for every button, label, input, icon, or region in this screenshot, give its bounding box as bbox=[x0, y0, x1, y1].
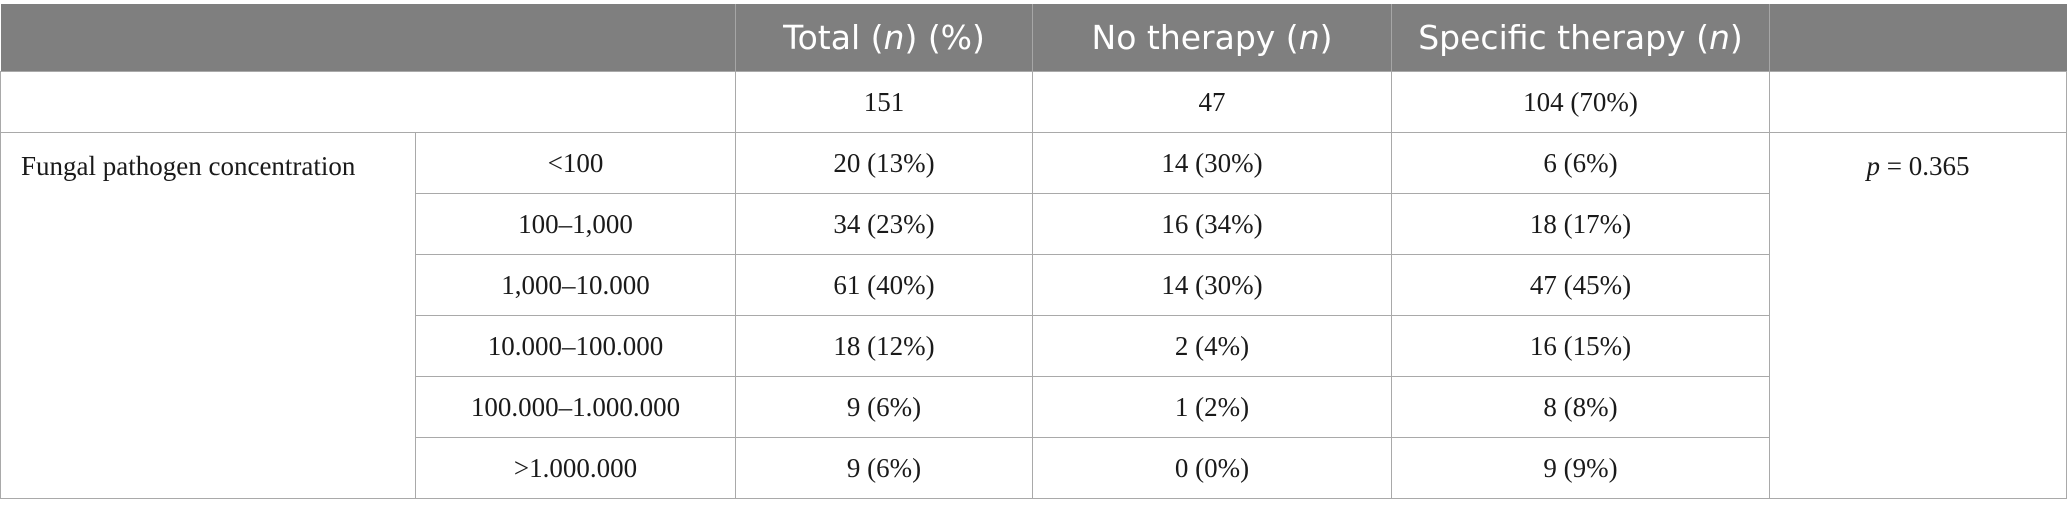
totals-total: 151 bbox=[735, 71, 1033, 133]
p-value-cell: p = 0.365 bbox=[1769, 132, 2067, 499]
header-total-n: n bbox=[883, 18, 905, 57]
total-cell: 20 (13%) bbox=[735, 132, 1033, 194]
table-row: 10.000–100.000 18 (12%) 2 (4%) 16 (15%) bbox=[1, 315, 2067, 377]
total-cell: 9 (6%) bbox=[735, 437, 1033, 499]
no-therapy-cell: 1 (2%) bbox=[1032, 376, 1392, 438]
specific-cell: 6 (6%) bbox=[1391, 132, 1770, 194]
table-row: >1.000.000 9 (6%) 0 (0%) 9 (9%) bbox=[1, 437, 2067, 499]
specific-cell: 16 (15%) bbox=[1391, 315, 1770, 377]
header-blank bbox=[0, 4, 736, 72]
header-specific-label: Specific therapy bbox=[1418, 18, 1686, 57]
totals-blank-cell bbox=[0, 71, 736, 133]
specific-cell: 18 (17%) bbox=[1391, 193, 1770, 255]
header-specific-n: n bbox=[1708, 18, 1730, 57]
p-label: p bbox=[1866, 151, 1881, 181]
header-total: Total (n) (%) bbox=[735, 4, 1033, 72]
table-row: 100.000–1.000.000 9 (6%) 1 (2%) 8 (8%) bbox=[1, 376, 2067, 438]
range-cell: <100 bbox=[415, 132, 736, 194]
range-cell: 10.000–100.000 bbox=[415, 315, 736, 377]
no-therapy-cell: 0 (0%) bbox=[1032, 437, 1392, 499]
header-total-label: Total bbox=[783, 18, 861, 57]
range-cell: 1,000–10.000 bbox=[415, 254, 736, 316]
header-no-therapy-label: No therapy bbox=[1091, 18, 1276, 57]
totals-row: 151 47 104 (70%) bbox=[0, 71, 2067, 133]
no-therapy-cell: 14 (30%) bbox=[1032, 254, 1392, 316]
header-last bbox=[1769, 4, 2067, 72]
total-cell: 9 (6%) bbox=[735, 376, 1033, 438]
header-no-therapy: No therapy (n) bbox=[1032, 4, 1392, 72]
header-row: Total (n) (%) No therapy (n) Specific th… bbox=[0, 4, 2067, 72]
header-no-therapy-n: n bbox=[1298, 18, 1320, 57]
range-cell: 100.000–1.000.000 bbox=[415, 376, 736, 438]
totals-last-cell bbox=[1769, 71, 2067, 133]
no-therapy-cell: 16 (34%) bbox=[1032, 193, 1392, 255]
specific-cell: 9 (9%) bbox=[1391, 437, 1770, 499]
header-total-pct: (%) bbox=[927, 18, 985, 57]
range-cell: >1.000.000 bbox=[415, 437, 736, 499]
group-label: Fungal pathogen concentration bbox=[0, 132, 416, 499]
fungal-concentration-table: Total (n) (%) No therapy (n) Specific th… bbox=[0, 4, 2067, 499]
table-row: Fungal pathogen concentration <100 20 (1… bbox=[0, 132, 2067, 499]
p-value: = 0.365 bbox=[1886, 151, 1970, 181]
specific-cell: 8 (8%) bbox=[1391, 376, 1770, 438]
totals-specific: 104 (70%) bbox=[1391, 71, 1770, 133]
range-cell: 100–1,000 bbox=[415, 193, 736, 255]
total-cell: 61 (40%) bbox=[735, 254, 1033, 316]
specific-cell: 47 (45%) bbox=[1391, 254, 1770, 316]
no-therapy-cell: 14 (30%) bbox=[1032, 132, 1392, 194]
header-specific-therapy: Specific therapy (n) bbox=[1391, 4, 1770, 72]
totals-no-therapy: 47 bbox=[1032, 71, 1392, 133]
total-cell: 34 (23%) bbox=[735, 193, 1033, 255]
no-therapy-cell: 2 (4%) bbox=[1032, 315, 1392, 377]
total-cell: 18 (12%) bbox=[735, 315, 1033, 377]
